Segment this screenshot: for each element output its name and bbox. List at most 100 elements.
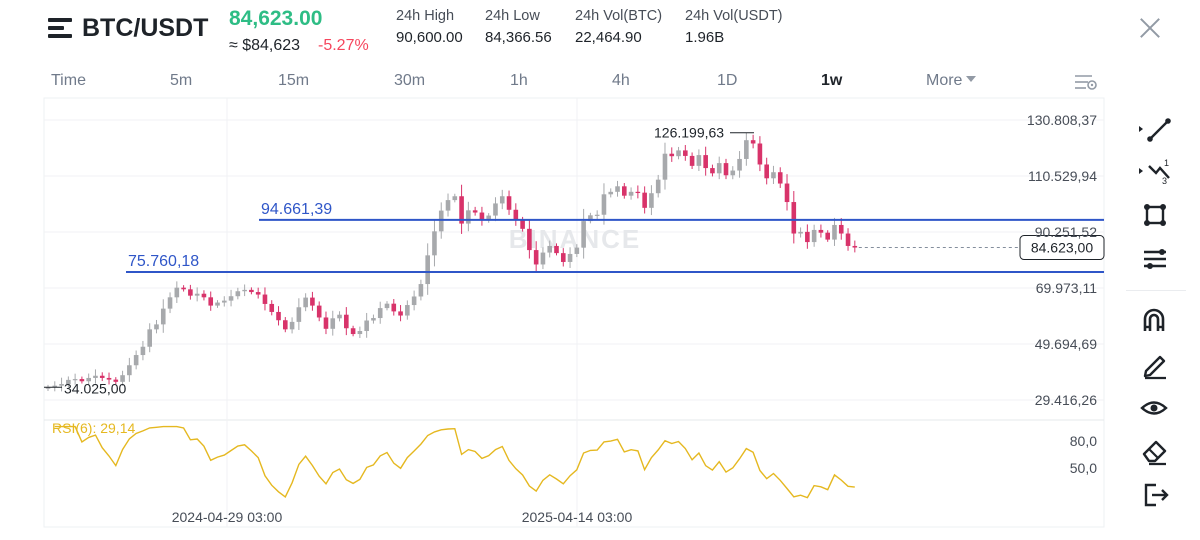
y-tick-label: 130.808,37 [1027,112,1097,128]
candle-body [744,140,749,159]
menu-icon[interactable] [48,18,72,38]
candle-body [608,191,614,195]
candle-body [242,289,247,292]
rsi-pane: RSI(6): 29,14 80,0 50,0 [52,420,1097,499]
interval-1d[interactable]: 1D [717,72,738,89]
last-price: 84,623.00 [229,7,323,30]
stat-value: 22,464.90 [575,29,642,46]
candle-body [710,168,715,174]
candle-body [459,196,464,224]
candle-body [527,228,532,251]
candle-body [513,209,519,220]
level-label: 75.760,18 [128,253,199,270]
interval-1h[interactable]: 1h [510,72,528,89]
candle-body [249,289,254,293]
more-label: More [926,72,963,89]
candle-body [845,233,851,246]
candle-body [398,311,403,316]
candle-body [771,172,776,179]
candle-body [160,308,166,325]
candle-body [493,203,498,216]
y-tick-label: 29.416,26 [1035,392,1097,408]
exit-drawing-icon[interactable] [1136,477,1172,511]
chevron-down-icon [966,76,977,82]
trading-pair[interactable]: BTC/USDT [82,14,209,42]
candle-body [567,253,573,262]
interval-1w[interactable]: 1w [821,72,843,89]
candle-body [296,307,302,322]
candle-body [649,193,654,208]
candle-body [811,229,817,243]
magnet-icon[interactable] [1136,303,1172,337]
rsi-label: RSI(6): 29,14 [52,420,135,436]
candle-body [601,194,607,215]
candle-body [554,245,559,254]
y-axis: 130.808,37 110.529,94 90.251,52 69.973,11 49… [1027,112,1097,408]
rectangle-shape-icon[interactable] [1136,198,1172,232]
candle-body [716,163,722,174]
candle-body [730,170,736,176]
candle-body [337,314,342,319]
candle-body [181,287,186,290]
candle-body [289,321,295,330]
candle-body [628,191,634,196]
x-axis: 2024-04-29 03:00 2025-04-14 03:00 [172,509,633,525]
stat-label: 24h High [396,8,455,24]
level-lines: 94.661,39 75.760,18 [126,201,1104,274]
candle-body [425,255,430,285]
interval-5m[interactable]: 5m [170,72,193,89]
eraser-icon[interactable] [1136,434,1172,468]
fib-levels-icon[interactable] [1136,242,1172,276]
candle-body [377,308,383,319]
candle-body [669,153,675,157]
candle-body [262,294,268,304]
candle-body [764,164,769,179]
y-tick-label: 110.529,94 [1028,168,1097,184]
stat-24h-high: 24h High 90,600.00 [396,8,463,46]
candle-body [167,297,173,309]
interval-time[interactable]: Time [51,72,86,89]
interval-30m[interactable]: 30m [394,72,426,89]
interval-15m[interactable]: 15m [278,72,310,89]
candle-body [45,387,51,389]
candle-body [221,300,227,303]
interval-4h[interactable]: 4h [612,72,630,89]
interval-more[interactable]: More [926,72,977,90]
candle-body [147,329,152,347]
candle-body [371,318,376,321]
candle-body [683,150,688,156]
candle-body [93,375,98,378]
candle-body [269,303,275,312]
eye-icon[interactable] [1136,391,1172,425]
stat-value: 84,366.56 [485,29,552,46]
candle-body [99,375,105,378]
candle-body [805,231,810,243]
candle-body [791,202,797,234]
level-label: 94.661,39 [261,201,332,218]
rsi-tick-label: 50,0 [1070,460,1097,476]
candle-body [547,245,553,253]
candle-body [133,355,139,366]
chart-settings-icon[interactable] [1074,72,1098,92]
price-markers: 84.623,00 126.199,63 34.025,00 [44,125,1105,396]
price-change-percent: -5.27% [318,37,369,54]
candle-body [784,183,790,203]
candle-body [344,314,349,329]
candle-body [405,305,410,316]
candle-body [411,296,417,306]
y-tick-label: 49.694,69 [1035,336,1097,352]
candle-body [533,250,539,265]
candle-body [127,365,132,376]
pencil-icon[interactable] [1136,347,1172,381]
candle-body [276,311,281,321]
candle-body [540,252,546,265]
approx-usd-price: ≈ $84,623 [229,37,301,54]
trend-line-icon[interactable] [1136,112,1172,146]
candle-body [364,320,369,332]
candle-body [662,153,668,180]
candle-body [703,155,708,169]
candle-body [466,210,471,224]
